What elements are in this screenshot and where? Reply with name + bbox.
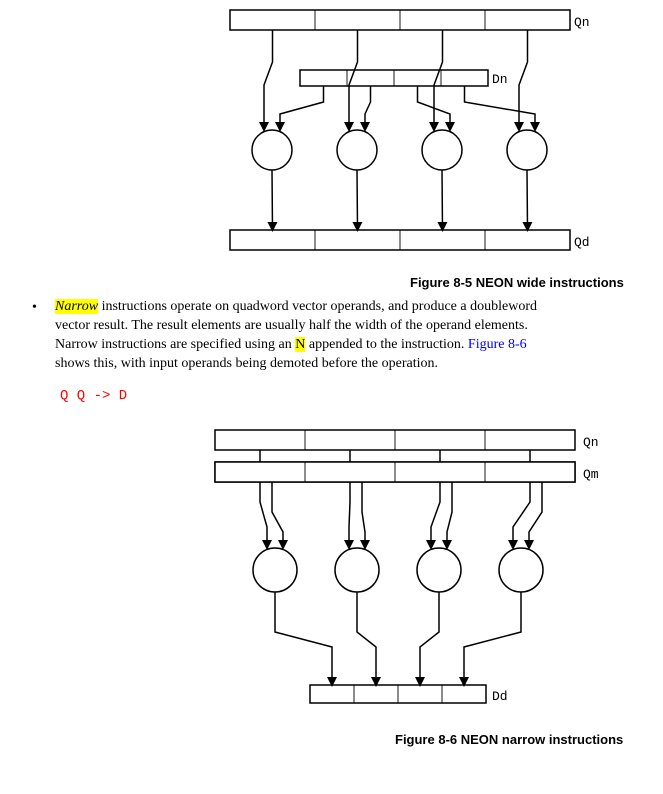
figure-top-caption: Figure 8-5 NEON wide instructions <box>410 275 624 290</box>
svg-text:Dd: Dd <box>492 689 508 704</box>
figure-bottom-caption: Figure 8-6 NEON narrow instructions <box>395 732 623 747</box>
svg-text:Qd: Qd <box>574 235 590 250</box>
para-line3a: Narrow instructions are specified using … <box>55 337 295 352</box>
svg-text:Qm: Qm <box>583 467 599 482</box>
para-line1: instructions operate on quadword vector … <box>98 299 537 314</box>
figure-narrow-instructions: Qn Qm Dd <box>195 420 625 720</box>
figure-link[interactable]: Figure 8-6 <box>468 337 527 352</box>
narrow-paragraph: Narrow instructions operate on quadword … <box>55 298 625 374</box>
para-line3b: appended to the instruction. <box>305 337 468 352</box>
page: Qn Dn Qd Figure 8-5 NEON wide instructions… <box>0 0 663 794</box>
figure-wide-instructions: Qn Dn Qd <box>210 0 610 260</box>
svg-text:Dn: Dn <box>492 72 508 87</box>
annotation-note: Q Q -> D <box>60 388 127 404</box>
bullet-dot: • <box>32 300 37 316</box>
svg-text:Qn: Qn <box>574 15 590 30</box>
narrow-highlight: Narrow <box>55 299 98 314</box>
para-line2: vector result. The result elements are u… <box>55 318 528 333</box>
n-highlight: N <box>295 337 305 352</box>
svg-text:Qn: Qn <box>583 435 599 450</box>
para-line4: shows this, with input operands being de… <box>55 356 438 371</box>
